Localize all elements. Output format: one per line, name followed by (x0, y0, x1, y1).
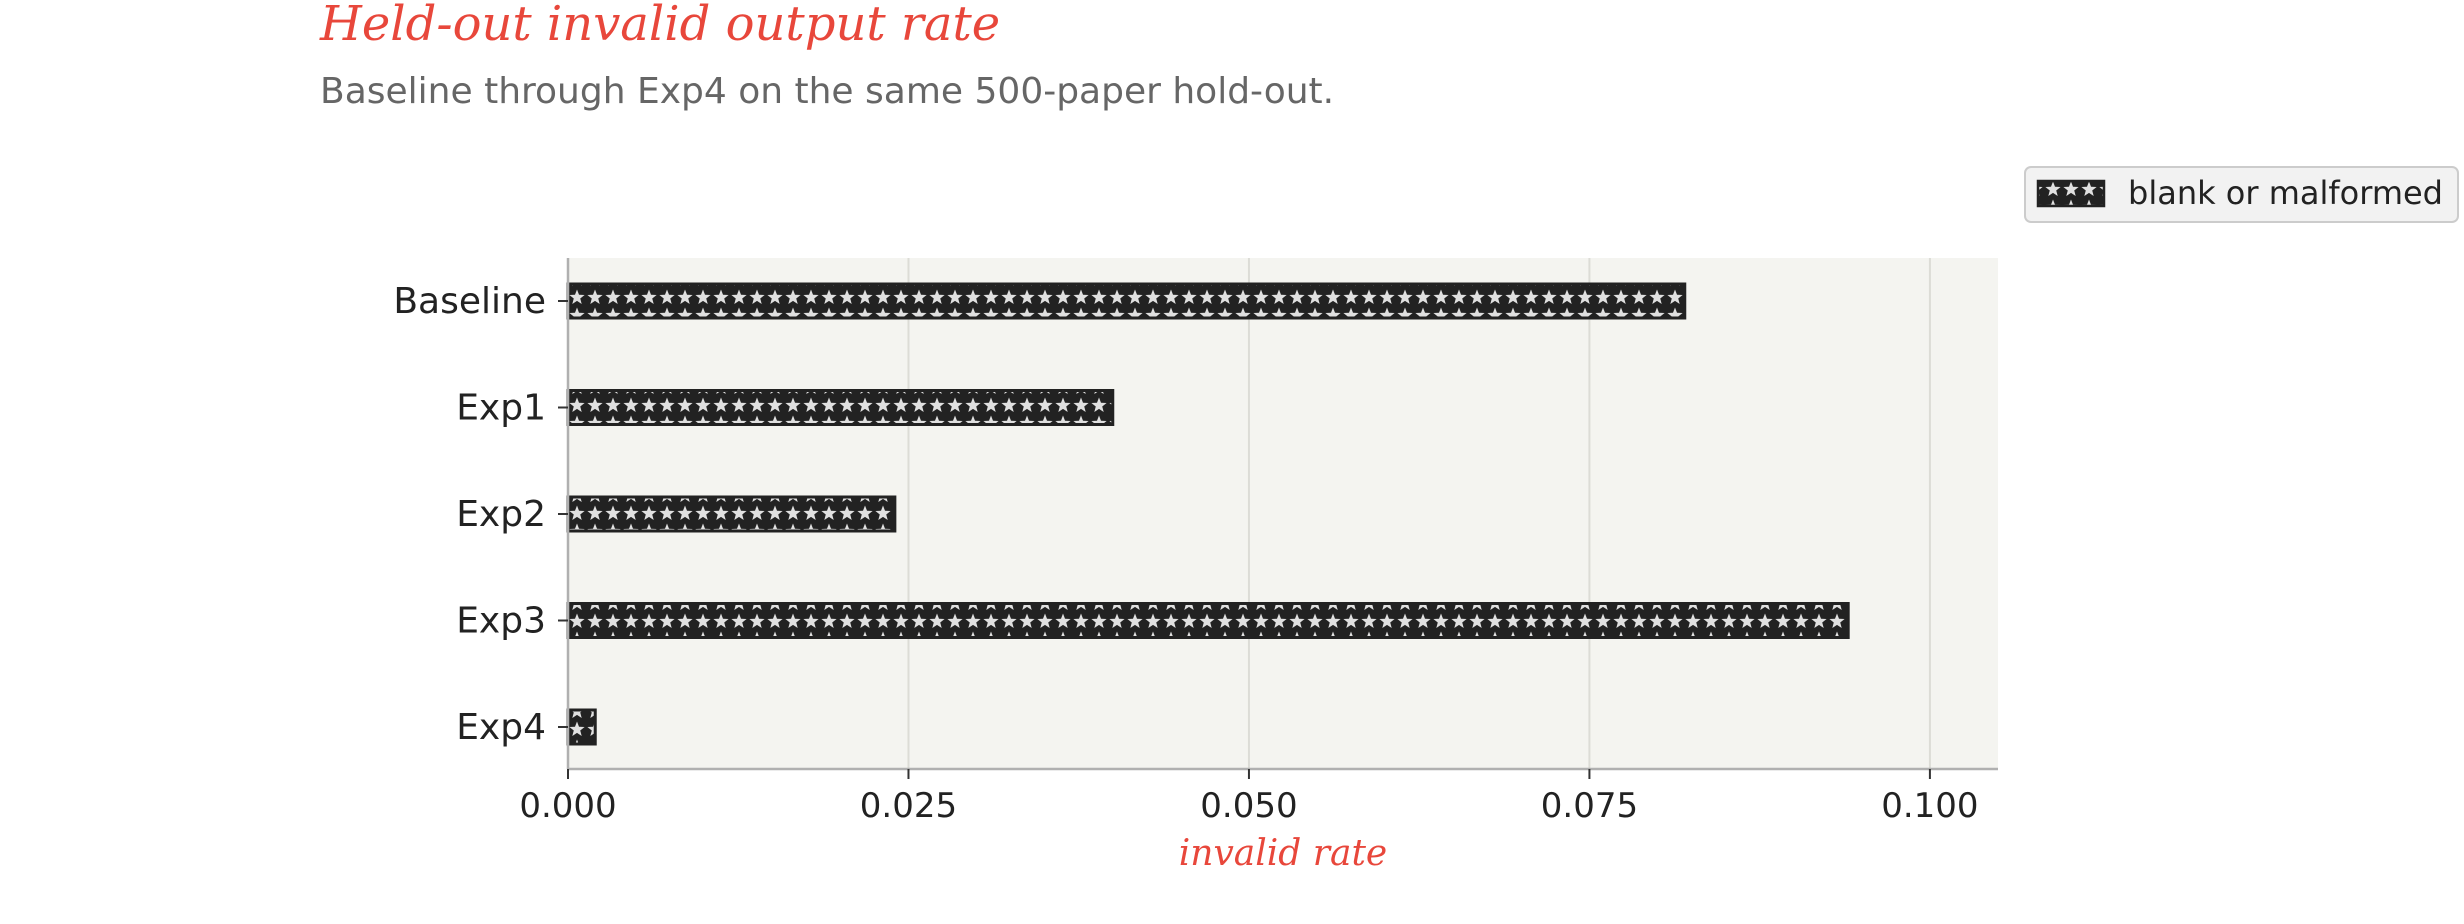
x-tick-label: 0.000 (519, 786, 616, 826)
x-tick-label: 0.100 (1881, 786, 1978, 826)
legend-swatch (2036, 179, 2106, 208)
x-tick-label: 0.075 (1541, 786, 1638, 826)
legend-label: blank or malformed (2128, 174, 2443, 212)
legend: blank or malformed (2024, 166, 2459, 223)
bar-exp3 (566, 602, 1850, 639)
y-tick-label: Exp2 (456, 494, 546, 535)
y-tick-label: Exp3 (456, 601, 546, 642)
x-axis-label: invalid rate (1179, 833, 1387, 874)
bars (566, 282, 1850, 746)
bar-exp4 (566, 708, 597, 746)
x-axis-ticks: 0.000 0.025 0.050 0.075 0.100 (519, 769, 1979, 826)
bar-baseline (566, 282, 1687, 320)
y-tick-label: Exp4 (456, 707, 546, 748)
legend-box (2024, 166, 2459, 223)
bar-exp2 (566, 495, 897, 533)
x-tick-label: 0.025 (860, 786, 957, 826)
chart-title: Held-out invalid output rate (319, 0, 1000, 52)
x-tick-label: 0.050 (1200, 786, 1297, 826)
y-tick-label: Baseline (393, 281, 546, 322)
y-tick-label: Exp1 (456, 388, 546, 429)
y-axis-ticks: Baseline Exp1 Exp2 Exp3 Exp4 (393, 281, 568, 748)
x-gridlines (907, 258, 1931, 769)
bar-exp1 (566, 389, 1115, 426)
chart-subtitle: Baseline through Exp4 on the same 500-pa… (320, 71, 1334, 112)
